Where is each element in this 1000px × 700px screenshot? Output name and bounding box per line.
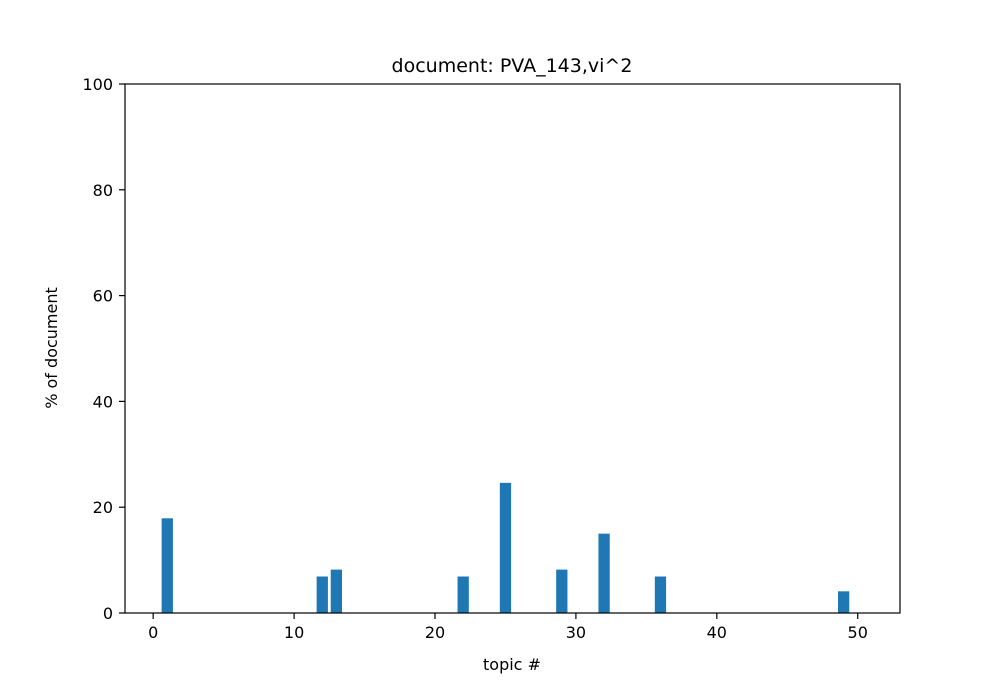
y-axis-label: % of document bbox=[42, 287, 61, 409]
bars-group bbox=[161, 482, 850, 613]
bar-topic-1 bbox=[161, 518, 173, 613]
bar-topic-49 bbox=[838, 591, 850, 613]
chart-title: document: PVA_143,vi^2 bbox=[392, 55, 633, 77]
x-tick-label: 30 bbox=[566, 623, 586, 642]
x-tick-label: 40 bbox=[707, 623, 727, 642]
x-axis-ticks: 0 10 20 30 40 50 bbox=[148, 613, 868, 642]
bar-topic-32 bbox=[598, 533, 610, 613]
y-tick-label: 100 bbox=[82, 75, 113, 94]
y-axis-ticks: 0 20 40 60 80 100 bbox=[82, 75, 125, 623]
bar-topic-29 bbox=[556, 569, 568, 613]
x-tick-label: 50 bbox=[848, 623, 868, 642]
bar-topic-22 bbox=[457, 576, 469, 613]
y-tick-label: 80 bbox=[93, 181, 113, 200]
bar-topic-12 bbox=[316, 576, 328, 613]
y-tick-label: 40 bbox=[93, 392, 113, 411]
x-tick-label: 0 bbox=[148, 623, 158, 642]
x-axis-label: topic # bbox=[483, 655, 541, 674]
y-tick-label: 0 bbox=[103, 604, 113, 623]
bar-topic-36 bbox=[654, 576, 667, 613]
bar-topic-13 bbox=[330, 569, 342, 613]
plot-frame bbox=[124, 83, 901, 614]
y-tick-label: 60 bbox=[93, 287, 113, 306]
x-tick-label: 10 bbox=[284, 623, 304, 642]
x-tick-label: 20 bbox=[425, 623, 445, 642]
y-tick-label: 20 bbox=[93, 498, 113, 517]
bar-topic-25 bbox=[499, 482, 512, 613]
